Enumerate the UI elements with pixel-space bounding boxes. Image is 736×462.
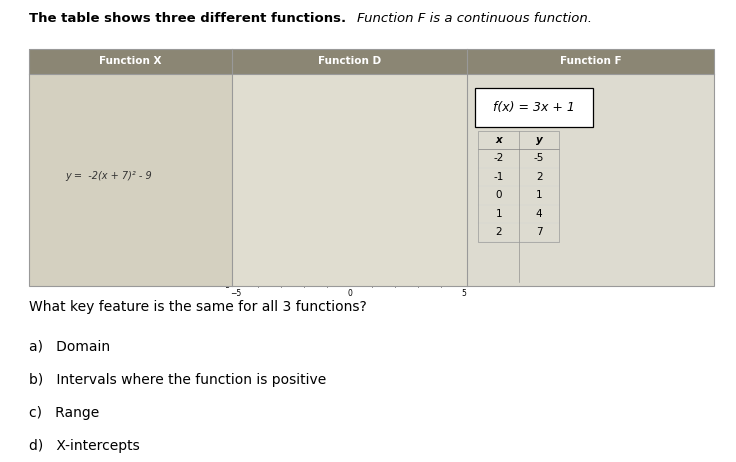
Text: 0: 0 (495, 190, 502, 201)
Text: f(x) = 3x + 1: f(x) = 3x + 1 (493, 101, 575, 114)
Text: Function D: Function D (318, 56, 381, 66)
Bar (29, 74, 232, 286)
Text: 1: 1 (536, 190, 542, 201)
Text: 4: 4 (536, 209, 542, 219)
Bar (232, 74, 467, 286)
Bar (475, 88, 593, 127)
Text: 2: 2 (536, 172, 542, 182)
Text: b)   Intervals where the function is positive: b) Intervals where the function is posit… (29, 373, 327, 387)
Bar (467, 74, 714, 286)
Text: x: x (495, 135, 502, 145)
Text: d)   X-intercepts: d) X-intercepts (29, 439, 140, 453)
Text: y =  -2(x + 7)² - 9: y = -2(x + 7)² - 9 (66, 170, 152, 181)
Text: What key feature is the same for all 3 functions?: What key feature is the same for all 3 f… (29, 300, 367, 314)
Text: y: y (536, 135, 542, 145)
Bar (467, 49, 714, 74)
Text: Function F is a continuous function.: Function F is a continuous function. (357, 12, 592, 24)
Bar (29, 49, 232, 74)
Text: Function X: Function X (99, 56, 162, 66)
Text: -5: -5 (534, 153, 545, 164)
Text: -2: -2 (493, 153, 504, 164)
Text: The table shows three different functions.: The table shows three different function… (29, 12, 351, 24)
Bar (29, 49, 714, 286)
Text: c)   Range: c) Range (29, 406, 99, 420)
Text: 1: 1 (495, 209, 502, 219)
Text: 7: 7 (536, 227, 542, 237)
Text: Function F: Function F (560, 56, 621, 66)
Bar (232, 49, 467, 74)
Bar (478, 131, 559, 242)
Text: a)   Domain: a) Domain (29, 340, 110, 353)
Text: -1: -1 (493, 172, 504, 182)
Text: 2: 2 (495, 227, 502, 237)
